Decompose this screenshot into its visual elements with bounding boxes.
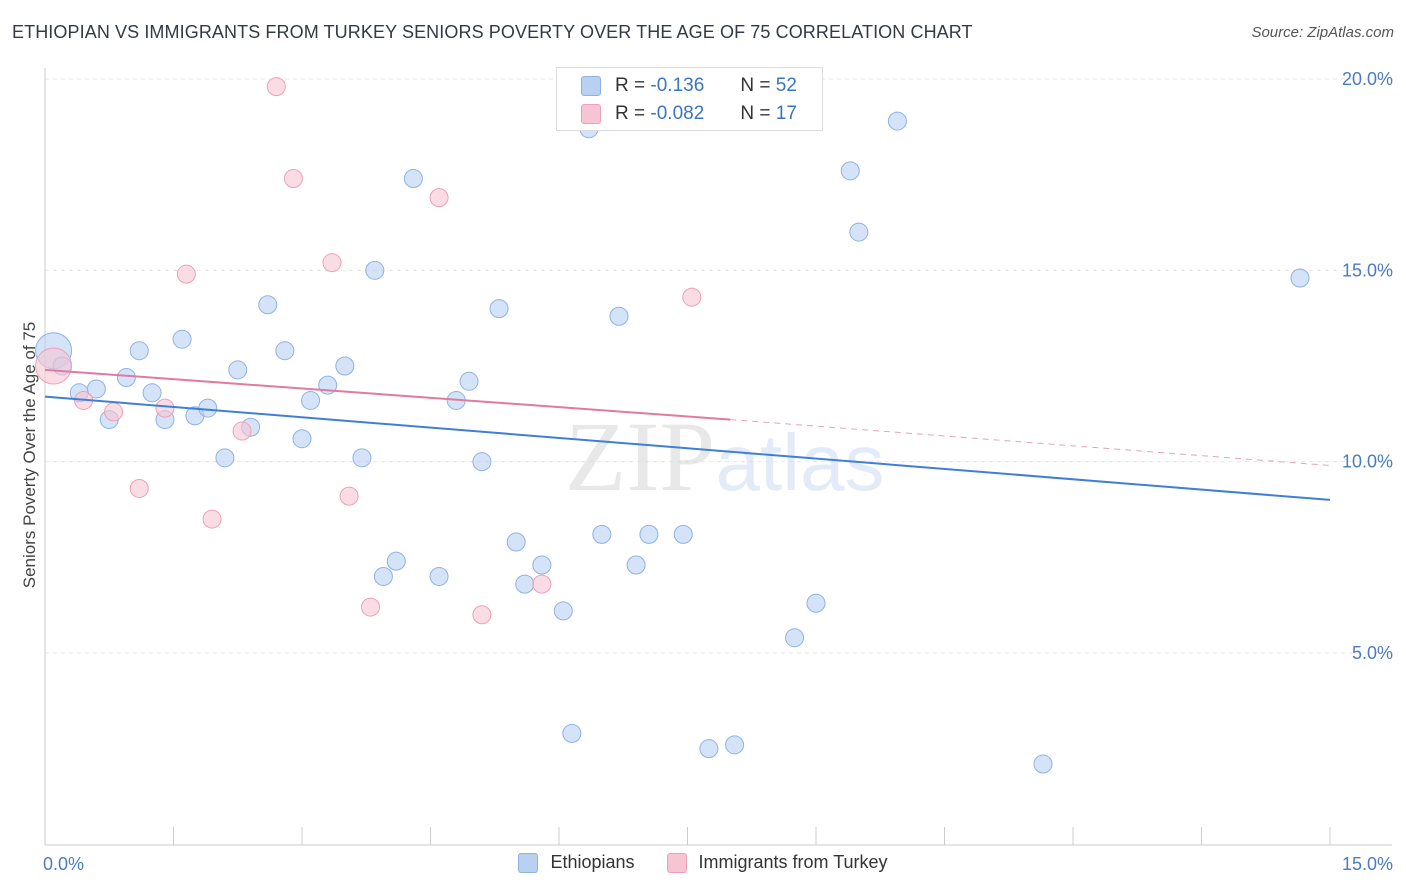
ethiopians-point: [639, 524, 659, 544]
n-value-turkey: 17: [775, 103, 797, 124]
ethiopians-point: [515, 574, 535, 594]
watermark-zip: ZIP: [565, 401, 715, 512]
trend-lines: [44, 368, 1331, 501]
axes: [44, 68, 1392, 846]
series-legend: Ethiopians Immigrants from Turkey: [0, 852, 1406, 873]
ethiopians-point: [840, 161, 860, 181]
r-label: R =: [615, 103, 646, 124]
turkey-point: [339, 486, 359, 506]
legend-item-ethiopians[interactable]: Ethiopians: [518, 852, 635, 873]
y-tick-label: 15.0%: [1342, 260, 1393, 280]
turkey-point: [155, 398, 175, 418]
ethiopians-point: [403, 168, 423, 188]
turkey-point: [429, 188, 449, 208]
ethiopians-point: [386, 551, 406, 571]
ethiopians-point: [352, 448, 372, 468]
n-label: N =: [740, 103, 771, 124]
ethiopians-point: [532, 555, 552, 575]
ethiopians-point: [172, 329, 192, 349]
x-tick-label-max: 15.0%: [1342, 854, 1393, 874]
r-label: R =: [615, 75, 646, 96]
ethiopians-point: [626, 555, 646, 575]
y-tick-label: 20.0%: [1342, 69, 1393, 89]
ethiopians-swatch: [581, 76, 601, 96]
ethiopians-point: [335, 356, 355, 376]
ethiopians-trend-line: [44, 395, 1331, 501]
ethiopians-point: [699, 739, 719, 759]
turkey-point: [682, 287, 702, 307]
turkey-point: [472, 605, 492, 625]
legend-row-turkey: R = -0.082 N = 17: [581, 100, 797, 128]
turkey-point: [129, 478, 149, 498]
turkey-point: [202, 509, 222, 529]
turkey-legend-swatch: [666, 852, 687, 873]
ethiopians-point: [609, 306, 629, 326]
ethiopians-point: [459, 371, 479, 391]
data-points: [35, 77, 1310, 774]
turkey-point: [176, 264, 196, 284]
ethiopians-point: [429, 566, 449, 586]
ethiopians-point: [142, 383, 162, 403]
ethiopians-point: [673, 524, 693, 544]
ethiopians-point: [116, 367, 136, 387]
r-value-ethiopians: -0.136: [650, 75, 705, 96]
source-credit: Source: ZipAtlas.com: [1251, 24, 1394, 41]
ethiopians-point: [301, 390, 321, 410]
ethiopians-point: [215, 448, 235, 468]
ethiopians-point: [553, 601, 573, 621]
correlation-legend: R = -0.136 N = 52 R = -0.082 N = 17: [556, 67, 823, 131]
ethiopians-point: [785, 628, 805, 648]
ethiopians-legend-swatch: [518, 852, 539, 873]
turkey-point: [35, 347, 73, 385]
legend-item-turkey[interactable]: Immigrants from Turkey: [666, 852, 888, 873]
tick-labels: 5.0% 10.0% 15.0% 20.0% 0.0% 15.0%: [43, 69, 1393, 874]
ethiopians-point: [373, 566, 393, 586]
ethiopians-point: [592, 524, 612, 544]
ethiopians-point: [1033, 754, 1053, 774]
ethiopians-point: [562, 723, 582, 743]
y-tick-label: 10.0%: [1342, 452, 1393, 472]
turkey-point: [283, 168, 303, 188]
turkey-point: [232, 421, 252, 441]
turkey-swatch: [581, 104, 601, 124]
ethiopians-point: [1290, 268, 1310, 288]
legend-label-ethiopians: Ethiopians: [550, 852, 635, 872]
y-tick-label: 5.0%: [1352, 643, 1393, 663]
ethiopians-point: [725, 735, 745, 755]
turkey-point: [361, 597, 381, 617]
legend-label-turkey: Immigrants from Turkey: [698, 852, 888, 872]
ethiopians-point: [489, 299, 509, 319]
ethiopians-point: [849, 222, 869, 242]
n-value-ethiopians: 52: [775, 75, 797, 96]
turkey-point: [322, 253, 342, 273]
ethiopians-point: [198, 398, 218, 418]
ethiopians-point: [86, 379, 106, 399]
x-tick-label-min: 0.0%: [43, 854, 84, 874]
ethiopians-point: [887, 111, 907, 131]
legend-row-ethiopians: R = -0.136 N = 52: [581, 72, 797, 100]
ethiopians-point: [258, 295, 278, 315]
turkey-point: [532, 574, 552, 594]
turkey-trend-extension: [730, 419, 1331, 466]
r-value-turkey: -0.082: [650, 103, 705, 124]
n-label: N =: [740, 75, 771, 96]
ethiopians-point: [292, 429, 312, 449]
turkey-point: [266, 77, 286, 97]
watermark: ZIP atlas: [565, 401, 884, 512]
ethiopians-point: [806, 593, 826, 613]
turkey-point: [104, 402, 124, 422]
ethiopians-point: [129, 341, 149, 361]
ethiopians-point: [275, 341, 295, 361]
ethiopians-point: [228, 360, 248, 380]
chart-title: ETHIOPIAN VS IMMIGRANTS FROM TURKEY SENI…: [12, 22, 973, 42]
gridlines: [45, 78, 1392, 654]
ethiopians-point: [365, 260, 385, 280]
ethiopians-point: [506, 532, 526, 552]
turkey-trend-line: [44, 368, 731, 421]
ethiopians-point: [472, 452, 492, 472]
